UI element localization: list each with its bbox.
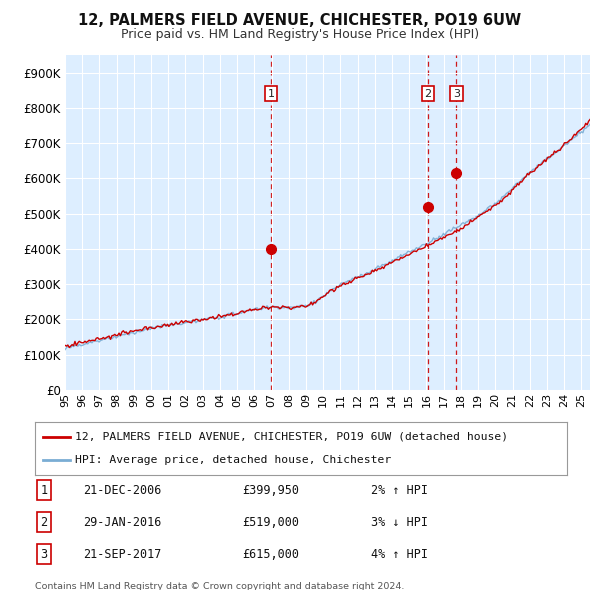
Text: 3: 3 xyxy=(40,548,47,560)
Text: 2: 2 xyxy=(424,88,431,99)
Text: 3: 3 xyxy=(453,88,460,99)
Text: £399,950: £399,950 xyxy=(242,483,299,497)
Text: 2% ↑ HPI: 2% ↑ HPI xyxy=(371,483,428,497)
Text: 4% ↑ HPI: 4% ↑ HPI xyxy=(371,548,428,560)
Text: 21-DEC-2006: 21-DEC-2006 xyxy=(83,483,161,497)
Text: 2: 2 xyxy=(40,516,47,529)
Text: £615,000: £615,000 xyxy=(242,548,299,560)
Text: 1: 1 xyxy=(40,483,47,497)
Text: Contains HM Land Registry data © Crown copyright and database right 2024.
This d: Contains HM Land Registry data © Crown c… xyxy=(35,582,404,590)
Text: HPI: Average price, detached house, Chichester: HPI: Average price, detached house, Chic… xyxy=(75,455,391,465)
Text: 1: 1 xyxy=(268,88,275,99)
Text: 12, PALMERS FIELD AVENUE, CHICHESTER, PO19 6UW: 12, PALMERS FIELD AVENUE, CHICHESTER, PO… xyxy=(79,13,521,28)
Text: 29-JAN-2016: 29-JAN-2016 xyxy=(83,516,161,529)
Text: Price paid vs. HM Land Registry's House Price Index (HPI): Price paid vs. HM Land Registry's House … xyxy=(121,28,479,41)
Text: 12, PALMERS FIELD AVENUE, CHICHESTER, PO19 6UW (detached house): 12, PALMERS FIELD AVENUE, CHICHESTER, PO… xyxy=(75,432,508,442)
Text: £519,000: £519,000 xyxy=(242,516,299,529)
Text: 21-SEP-2017: 21-SEP-2017 xyxy=(83,548,161,560)
Text: 3% ↓ HPI: 3% ↓ HPI xyxy=(371,516,428,529)
